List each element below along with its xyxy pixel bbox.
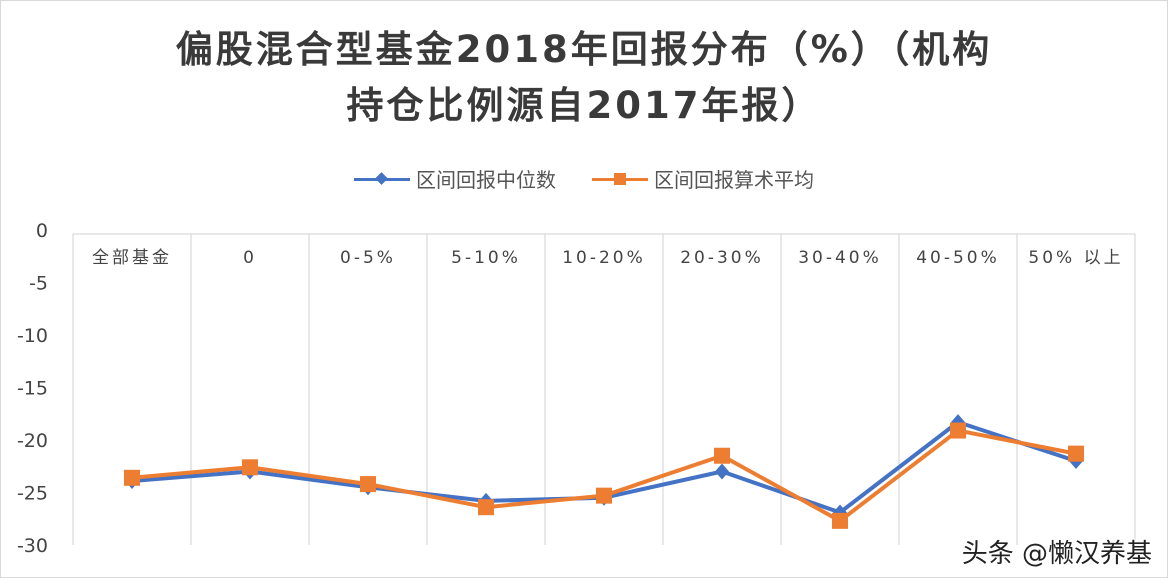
diamond-marker-icon [354,169,410,189]
square-marker-icon [592,169,648,189]
square-marker-icon [596,487,612,504]
square-marker-icon [242,459,258,476]
y-tick-label: 0 [36,220,48,242]
chart-title-line-1: 偏股混合型基金2018年回报分布（%）（机构 [175,28,993,71]
legend-label-median: 区间回报中位数 [416,168,556,192]
x-category-label: 50% 以上 [1028,248,1123,268]
watermark: 头条 @懒汉养基 [961,539,1152,569]
x-category-label: 10-20% [562,248,646,268]
chart-legend: 区间回报中位数 区间回报算术平均 [0,164,1168,193]
x-category-label: 0-5% [340,248,396,268]
y-tick-label: -30 [17,535,48,557]
square-marker-icon [124,469,140,486]
diamond-marker-icon [715,463,729,480]
y-tick-label: -10 [17,325,48,347]
x-category-label: 0 [243,248,257,268]
y-tick-label: -25 [17,483,48,505]
x-category-label: 全部基金 [92,248,172,268]
square-marker-icon [360,476,376,493]
chart-title: 偏股混合型基金2018年回报分布（%）（机构 持仓比例源自2017年报） [0,22,1168,134]
x-category-label: 40-50% [916,248,1000,268]
square-marker-icon [950,422,966,439]
square-marker-icon [714,447,730,464]
y-tick-label: -5 [29,273,48,295]
square-marker-icon [832,512,848,529]
y-tick-label: -20 [17,430,48,452]
legend-label-mean: 区间回报算术平均 [654,168,814,192]
x-category-label: 5-10% [451,248,521,268]
square-marker-icon [1068,445,1084,462]
legend-item-mean: 区间回报算术平均 [592,164,814,193]
x-category-label: 30-40% [798,248,882,268]
x-category-label: 20-30% [680,248,764,268]
chart-title-line-2: 持仓比例源自2017年报） [346,84,822,127]
legend-item-median: 区间回报中位数 [354,164,556,193]
square-marker-icon [478,499,494,516]
y-tick-label: -15 [17,378,48,400]
